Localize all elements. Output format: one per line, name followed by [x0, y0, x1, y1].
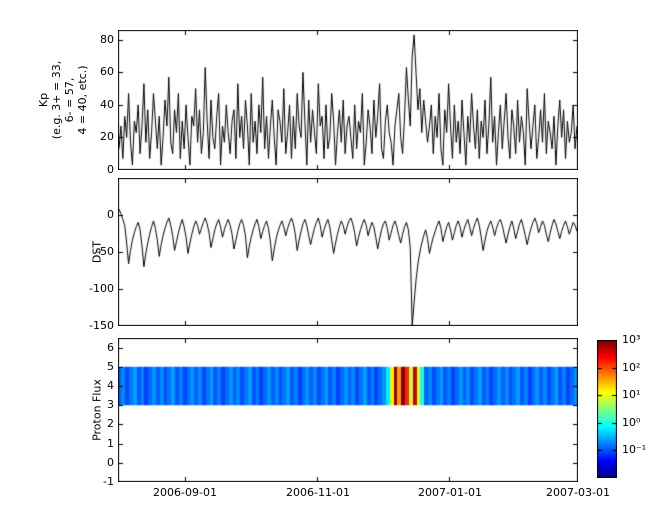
- pf-ytick-label: 5: [107, 360, 114, 373]
- xtick-label-date: 2007-01-01: [418, 486, 482, 499]
- kp-ytick-label: 0: [107, 163, 114, 176]
- kp-ytick-label: 20: [100, 130, 114, 143]
- xtick-label-date: 2006-11-01: [286, 486, 350, 499]
- colorbar: [597, 340, 617, 478]
- proton-flux-spectrogram: [118, 338, 578, 482]
- dst-ytick-label: -100: [89, 282, 114, 295]
- kp-line-chart: [118, 30, 578, 170]
- kp-ytick-label: 60: [100, 65, 114, 78]
- pf-ytick-label: 1: [107, 437, 114, 450]
- kp-ytick-label: 80: [100, 33, 114, 46]
- xtick-label-date: 2007-03-01: [546, 486, 610, 499]
- colorbar-tick-label: 10³: [622, 333, 641, 346]
- dst-line-chart: [118, 178, 578, 326]
- pf-ytick-label: 3: [107, 398, 114, 411]
- colorbar-tick-label: 10¹: [622, 388, 641, 401]
- pf-ytick-label: -1: [103, 475, 114, 488]
- dst-ytick-label: -150: [89, 319, 114, 332]
- dst-ytick-label: 0: [107, 208, 114, 221]
- pf-ytick-label: 2: [107, 417, 114, 430]
- colorbar-tick-label: 10⁻¹: [622, 443, 647, 456]
- pf-ytick-label: 4: [107, 379, 114, 392]
- pf-ytick-label: 0: [107, 456, 114, 469]
- xtick-label-date: 2006-09-01: [153, 486, 217, 499]
- colorbar-tick-label: 10²: [622, 361, 641, 374]
- colorbar-tick-label: 10⁰: [622, 416, 641, 429]
- dst-ytick-label: -50: [96, 245, 114, 258]
- pf-ytick-label: 6: [107, 341, 114, 354]
- kp-ytick-label: 40: [100, 98, 114, 111]
